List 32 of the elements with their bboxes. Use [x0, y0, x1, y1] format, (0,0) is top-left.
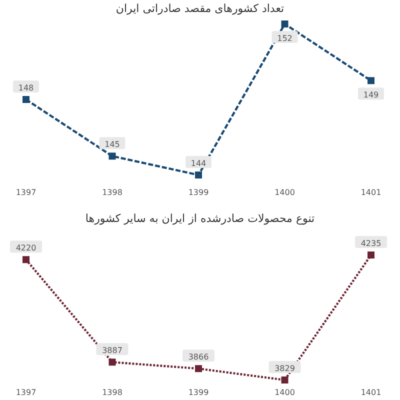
point	[108, 358, 116, 366]
point	[22, 96, 30, 103]
data-label: 149	[363, 90, 379, 100]
x-tick-label: 1401	[360, 388, 382, 397]
chart-title: تعداد کشورهای مقصد صادراتی ایران	[116, 2, 284, 15]
data-label: 152	[277, 34, 292, 43]
data-label: 3887	[102, 346, 122, 356]
data-label: 4235	[360, 239, 382, 248]
data-label: 148	[18, 84, 34, 92]
x-tick-label: 1398	[102, 188, 122, 197]
chart-title: تنوع محصولات صادرشده از ایران به سایر کشورها	[85, 212, 315, 225]
data-label: 145	[104, 140, 120, 150]
point	[281, 20, 288, 28]
point	[368, 252, 374, 258]
x-tick-label: 1400	[274, 388, 295, 397]
point	[22, 256, 30, 264]
data-label: 4220	[16, 244, 36, 253]
data-label: 144	[190, 159, 206, 168]
point	[281, 376, 288, 384]
x-tick-label: 1401	[360, 188, 382, 197]
point	[195, 172, 202, 178]
x-tick-label: 1397	[16, 388, 36, 397]
x-tick-label: 1398	[102, 388, 122, 397]
x-tick-label: 1400	[274, 188, 295, 197]
x-tick-label: 1399	[188, 188, 209, 197]
point	[195, 365, 202, 372]
point	[108, 152, 116, 160]
data-label: 3829	[274, 364, 295, 373]
x-tick-label: 1399	[188, 388, 209, 397]
x-tick-label: 1397	[16, 188, 36, 197]
point	[368, 77, 374, 84]
data-label: 3866	[188, 352, 209, 362]
